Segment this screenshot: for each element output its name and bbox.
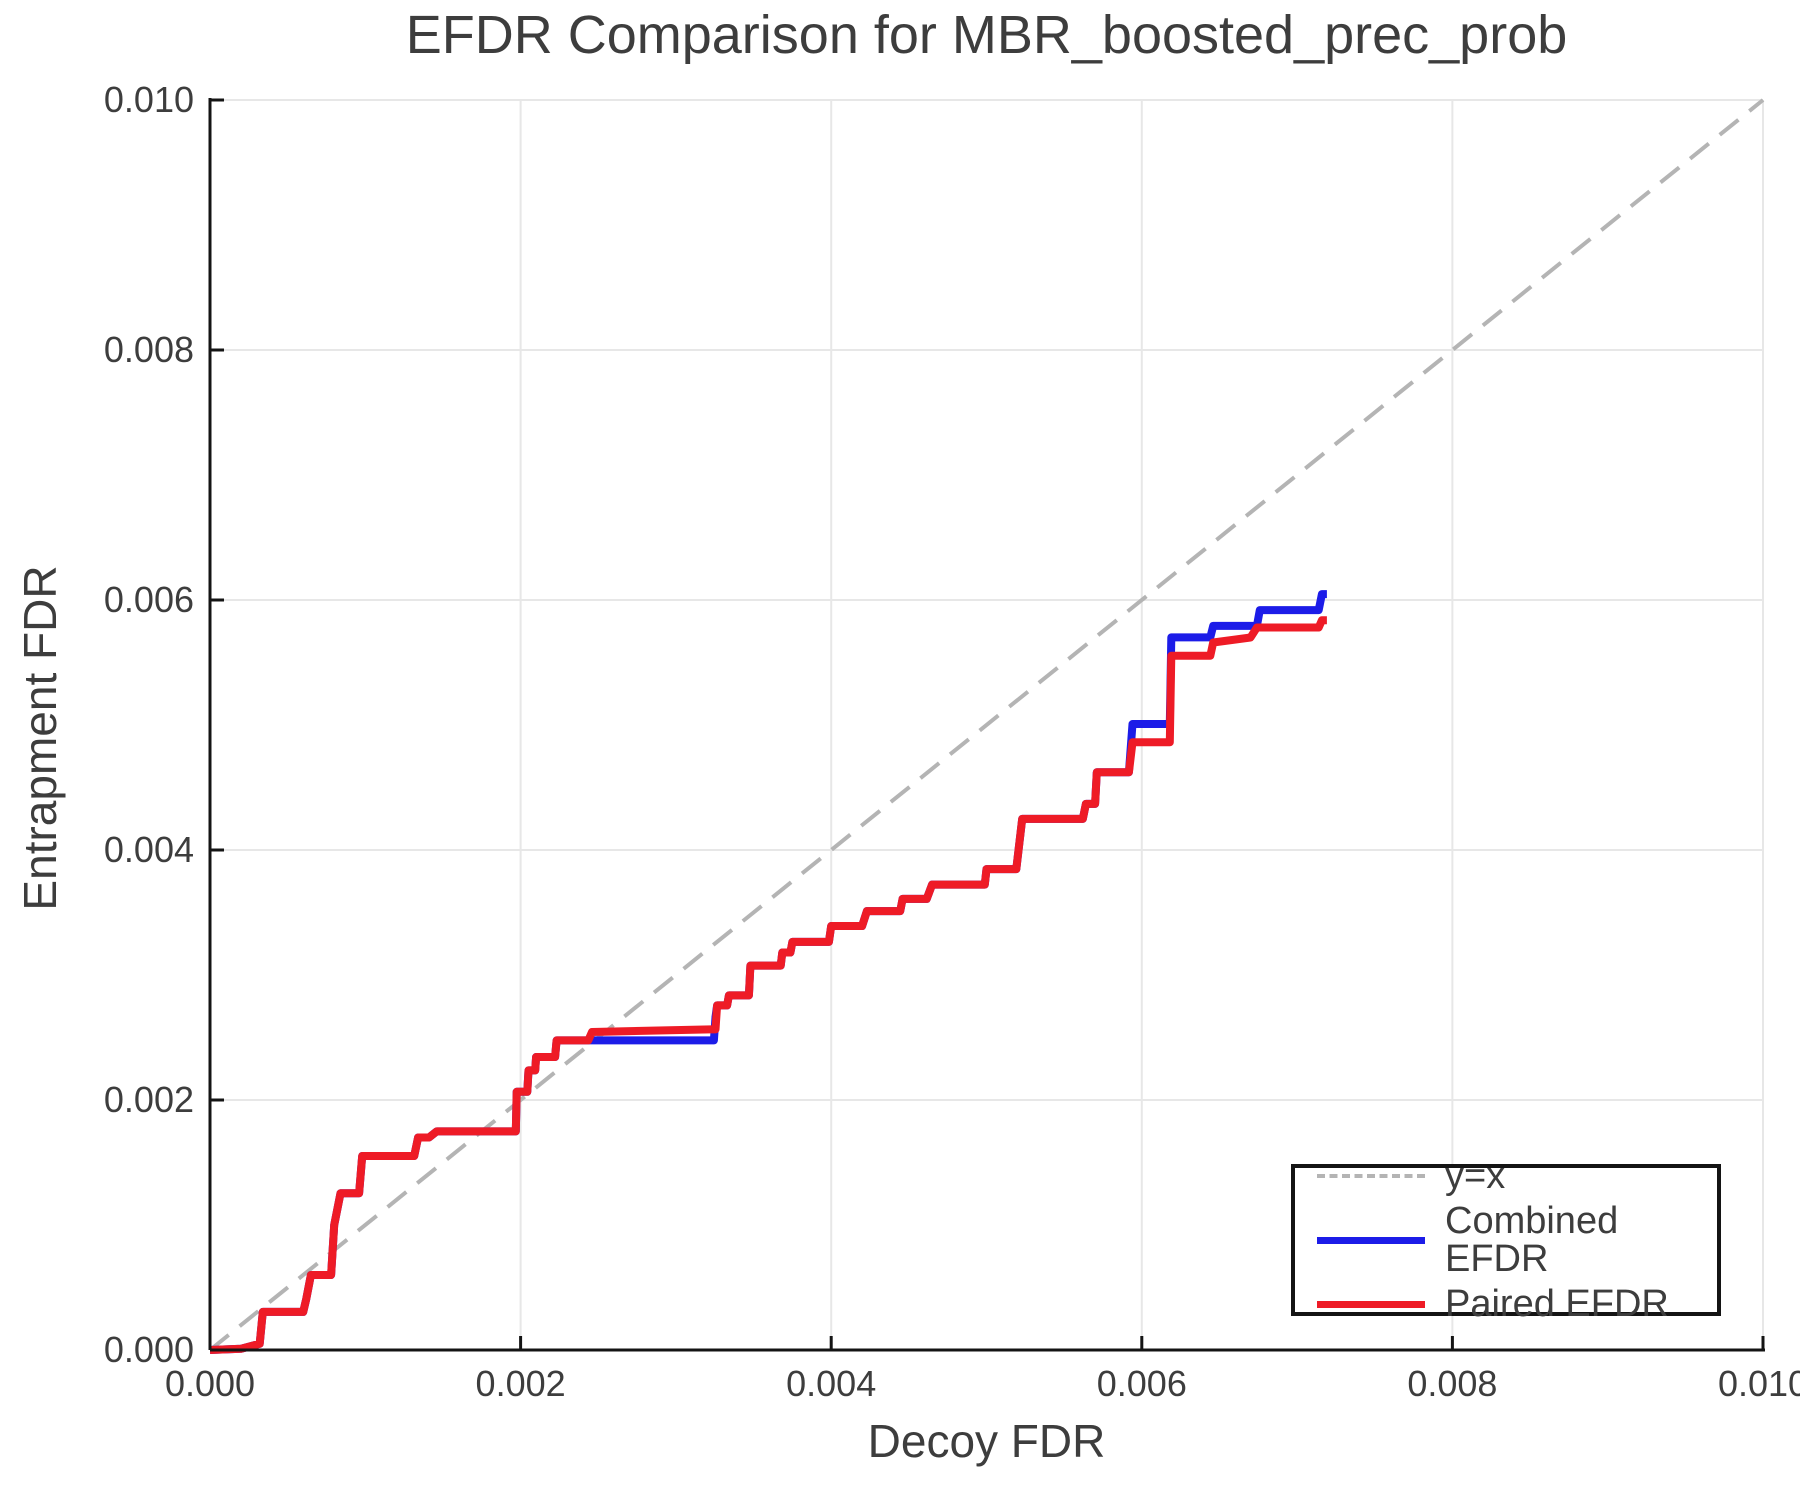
x-tick-label: 0.004: [786, 1363, 876, 1404]
combined-efdr-line-swatch: [1317, 1236, 1425, 1244]
legend-label-paired-efdr: Paired EFDR: [1445, 1283, 1669, 1325]
identity-line-swatch: [1317, 1174, 1425, 1178]
legend-box: y=x Combined EFDR Paired EFDR: [1291, 1157, 1721, 1323]
x-tick-label: 0.006: [1097, 1363, 1187, 1404]
y-tick-label: 0.000: [104, 1329, 194, 1370]
series-line-combined-efdr: [209, 590, 1327, 1354]
y-tick-label: 0.010: [104, 79, 194, 120]
paired-efdr-line-swatch: [1317, 1300, 1425, 1308]
legend-entry-identity: y=x: [1295, 1157, 1717, 1195]
y-tick-label: 0.002: [104, 1079, 194, 1120]
x-axis-label: Decoy FDR: [867, 1415, 1106, 1467]
y-tick-label: 0.006: [104, 579, 194, 620]
series-line-y-x: [208, 98, 1765, 1352]
legend-label-identity: y=x: [1445, 1155, 1506, 1197]
legend-entry-combined-efdr: Combined EFDR: [1295, 1202, 1717, 1278]
legend-entry-paired-efdr: Paired EFDR: [1295, 1285, 1717, 1323]
chart-title: EFDR Comparison for MBR_boosted_prec_pro…: [405, 5, 1568, 65]
y-tick-label: 0.004: [104, 829, 194, 870]
x-tick-label: 0.008: [1407, 1363, 1497, 1404]
y-axis-label: Entrapment FDR: [14, 565, 66, 911]
legend-label-combined-efdr: Combined EFDR: [1445, 1200, 1619, 1280]
x-tick-label: 0.002: [476, 1363, 566, 1404]
series-line-paired-efdr: [209, 616, 1327, 1354]
x-tick-label: 0.010: [1718, 1363, 1800, 1404]
x-tick-label: 0.000: [165, 1363, 255, 1404]
y-tick-label: 0.008: [104, 329, 194, 370]
